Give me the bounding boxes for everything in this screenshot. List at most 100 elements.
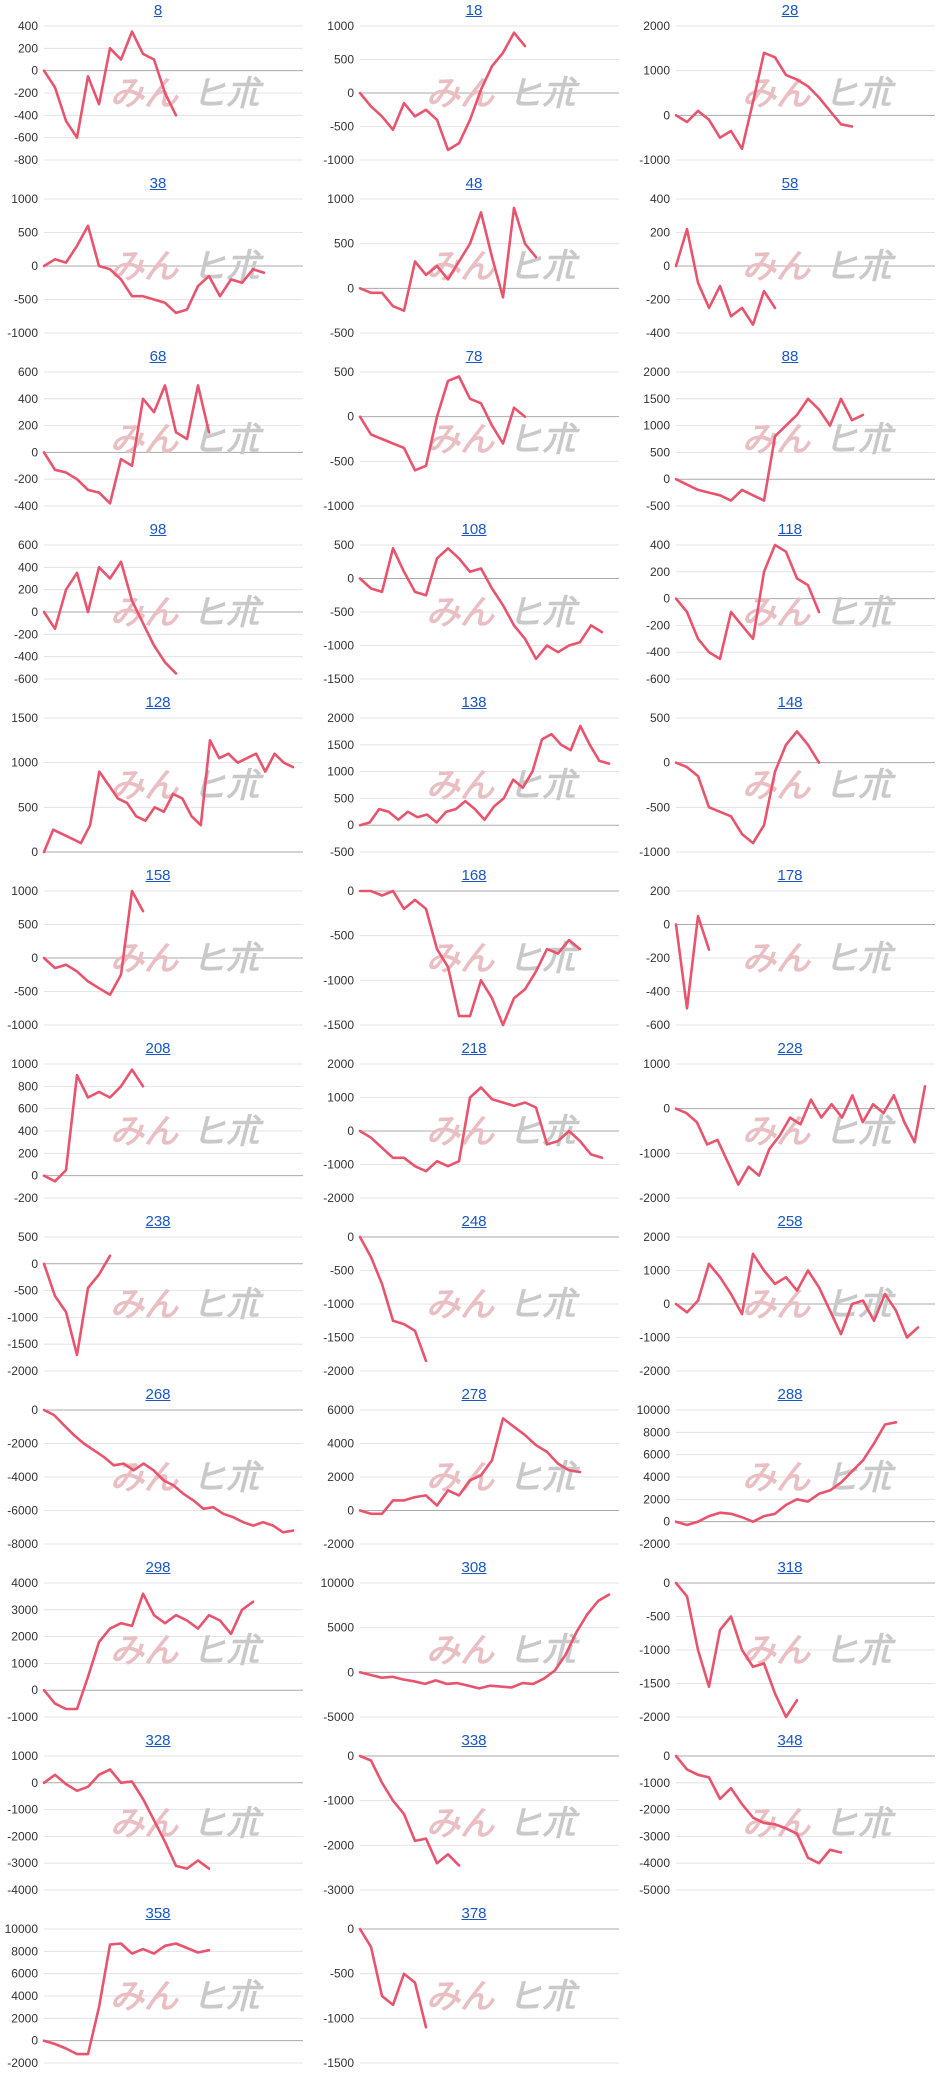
y-tick-label: -2000 xyxy=(7,1437,38,1451)
y-tick-label: -1000 xyxy=(639,1776,670,1790)
chart-title-link[interactable]: 218 xyxy=(461,1040,487,1057)
y-tick-label: 500 xyxy=(334,365,354,379)
y-tick-label: 2000 xyxy=(11,1630,38,1644)
watermark-left: みん xyxy=(110,1631,179,1671)
chart-title-link[interactable]: 298 xyxy=(145,1559,171,1576)
chart-title-link[interactable]: 348 xyxy=(777,1732,803,1749)
y-tick-label: -3000 xyxy=(639,1829,670,1843)
chart-title-link[interactable]: 8 xyxy=(153,2,163,19)
y-tick-label: 1000 xyxy=(327,192,354,206)
y-tick-label: 8000 xyxy=(11,1944,38,1958)
chart-title-link[interactable]: 338 xyxy=(461,1732,487,1749)
y-tick-label: 600 xyxy=(18,365,38,379)
y-tick-label: 0 xyxy=(31,845,38,859)
y-tick-label: -500 xyxy=(330,845,354,859)
y-tick-label: 400 xyxy=(18,19,38,33)
y-tick-label: 0 xyxy=(31,605,38,619)
y-tick-label: 0 xyxy=(347,1922,354,1936)
chart-title-link[interactable]: 308 xyxy=(461,1559,487,1576)
series-line xyxy=(674,397,865,502)
chart-title-link[interactable]: 78 xyxy=(465,348,483,365)
y-tick-label: -2000 xyxy=(7,2056,38,2070)
y-tick-label: -500 xyxy=(330,1967,354,1981)
y-tick-label: -8000 xyxy=(7,1537,38,1551)
y-tick-label: 500 xyxy=(18,918,38,932)
chart-title-link[interactable]: 328 xyxy=(145,1732,171,1749)
chart-title-link[interactable]: 98 xyxy=(149,521,167,538)
chart-panel-118: 118 400 200 0 -200 -400 -600 みん ヒ朮 xyxy=(632,519,948,692)
chart-panel-248: 248 0 -500 -1000 -1500 -2000 みん ヒ朮 xyxy=(316,1211,632,1384)
chart-title-link[interactable]: 358 xyxy=(145,1905,171,1922)
chart-title-link[interactable]: 68 xyxy=(149,348,167,365)
y-tick-label: 0 xyxy=(31,64,38,78)
watermark-right: ヒ朮 xyxy=(824,593,896,633)
chart-title-link[interactable]: 208 xyxy=(145,1040,171,1057)
y-tick-label: -4000 xyxy=(639,1856,670,1870)
chart-title-link[interactable]: 58 xyxy=(781,175,799,192)
chart-title-link[interactable]: 178 xyxy=(777,867,803,884)
y-tick-label: 400 xyxy=(18,1124,38,1138)
chart-title-link[interactable]: 238 xyxy=(145,1213,171,1230)
line-chart-118: 400 200 0 -200 -400 -600 みん ヒ朮 xyxy=(646,538,935,686)
y-tick-label: -1000 xyxy=(7,1710,38,1724)
chart-title-link[interactable]: 168 xyxy=(461,867,487,884)
y-tick-label: -1000 xyxy=(7,1018,38,1032)
chart-panel-28: 28 2000 1000 0 -1000 みん ヒ朮 xyxy=(632,0,948,173)
chart-title-link[interactable]: 248 xyxy=(461,1213,487,1230)
series-line xyxy=(42,224,266,315)
y-tick-label: 1500 xyxy=(11,711,38,725)
series-line xyxy=(674,543,821,661)
y-tick-label: 1000 xyxy=(643,1057,670,1071)
chart-title-link[interactable]: 278 xyxy=(461,1386,487,1403)
chart-title-link[interactable]: 138 xyxy=(461,694,487,711)
chart-title-link[interactable]: 18 xyxy=(465,2,483,19)
y-tick-label: -1000 xyxy=(7,326,38,340)
series-line xyxy=(358,1417,582,1516)
y-tick-label: 2000 xyxy=(643,1230,670,1244)
y-tick-label: 500 xyxy=(650,445,670,459)
series-line xyxy=(358,724,611,827)
watermark-left: みん xyxy=(426,1285,495,1325)
line-chart-308: 10000 5000 0 -5000 みん ヒ朮 xyxy=(321,1576,619,1724)
y-tick-label: -500 xyxy=(646,1610,670,1624)
line-chart-378: 0 -500 -1000 -1500 みん ヒ朮 xyxy=(323,1922,619,2070)
watermark-right: ヒ朮 xyxy=(824,1285,896,1325)
chart-title-link[interactable]: 88 xyxy=(781,348,799,365)
chart-title-link[interactable]: 268 xyxy=(145,1386,171,1403)
y-tick-label: 0 xyxy=(663,1576,670,1590)
series-line xyxy=(674,914,711,1010)
chart-title-link[interactable]: 258 xyxy=(777,1213,803,1230)
y-tick-label: -1500 xyxy=(639,1677,670,1691)
watermark-left: みん xyxy=(110,74,179,114)
chart-title-link[interactable]: 228 xyxy=(777,1040,803,1057)
y-tick-label: -200 xyxy=(14,627,38,641)
y-tick-label: 500 xyxy=(18,1230,38,1244)
y-tick-label: -1500 xyxy=(323,672,354,686)
chart-title-link[interactable]: 48 xyxy=(465,175,483,192)
y-tick-label: -500 xyxy=(330,454,354,468)
chart-title-link[interactable]: 148 xyxy=(777,694,803,711)
watermark-right: ヒ朮 xyxy=(192,1804,264,1844)
series-line xyxy=(42,738,295,854)
chart-title-link[interactable]: 38 xyxy=(149,175,167,192)
line-chart-338: 0 -1000 -2000 -3000 みん ヒ朮 xyxy=(323,1749,619,1897)
chart-title-link[interactable]: 108 xyxy=(461,521,487,538)
chart-title-link[interactable]: 378 xyxy=(461,1905,487,1922)
y-tick-label: 0 xyxy=(31,1257,38,1271)
chart-title-link[interactable]: 318 xyxy=(777,1559,803,1576)
chart-title-link[interactable]: 28 xyxy=(781,2,799,19)
y-tick-label: -1500 xyxy=(323,1331,354,1345)
series-line xyxy=(42,1942,211,2056)
chart-title-link[interactable]: 288 xyxy=(777,1386,803,1403)
y-tick-label: -1500 xyxy=(323,2056,354,2070)
y-tick-label: 1000 xyxy=(643,1264,670,1278)
chart-title-link[interactable]: 118 xyxy=(778,521,802,538)
chart-title-link[interactable]: 158 xyxy=(145,867,171,884)
chart-title-link[interactable]: 128 xyxy=(145,694,171,711)
line-chart-58: 400 200 0 -200 -400 みん ヒ朮 xyxy=(646,192,935,340)
chart-panel-318: 318 0 -500 -1000 -1500 -2000 みん ヒ朮 xyxy=(632,1557,948,1730)
watermark-left: みん xyxy=(742,1458,811,1498)
y-tick-label: 200 xyxy=(18,1146,38,1160)
